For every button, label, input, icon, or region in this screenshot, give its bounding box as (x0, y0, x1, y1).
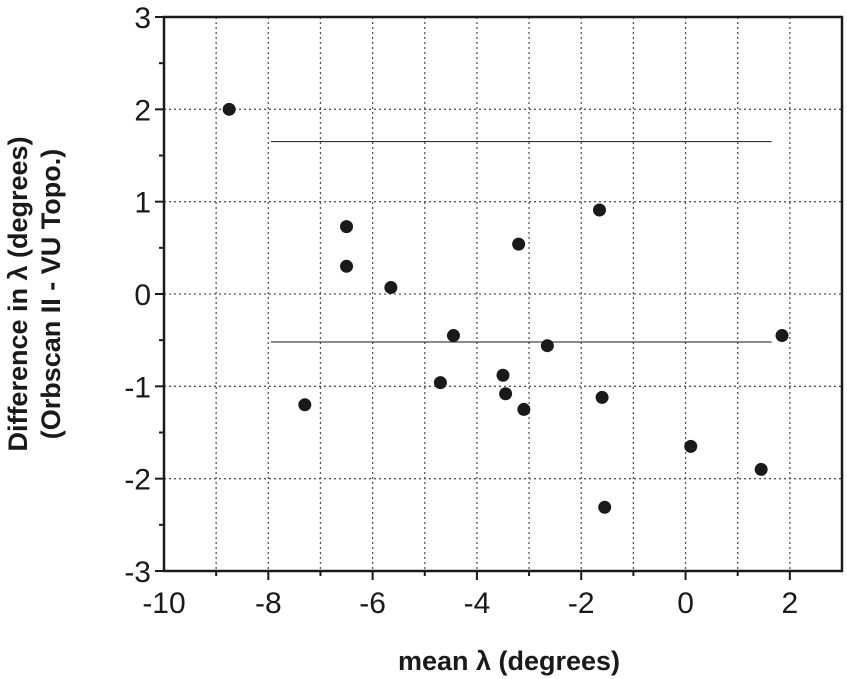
data-point (598, 500, 612, 514)
data-points (222, 102, 789, 514)
data-point (684, 439, 698, 453)
data-point (512, 237, 526, 251)
x-tick-label: 0 (677, 587, 694, 620)
x-tick-label: 2 (782, 587, 799, 620)
y-tick-labels: -3 -2 -1 0 1 2 3 (124, 2, 151, 589)
x-tick-label: -4 (464, 587, 491, 620)
data-point (540, 339, 554, 353)
data-point (775, 329, 789, 343)
x-tick-label: -10 (142, 587, 185, 620)
data-point (499, 387, 513, 401)
x-tick-label: -2 (568, 587, 595, 620)
data-point (754, 462, 768, 476)
y-tick-label: 2 (134, 94, 151, 127)
data-point (592, 203, 606, 217)
x-tick-label: -8 (255, 587, 282, 620)
x-axis-title: mean λ (degrees) (398, 646, 620, 676)
y-axis-title-line-1: Difference in λ (degrees) (3, 136, 33, 451)
y-tick-label: 0 (134, 279, 151, 312)
data-point (446, 329, 460, 343)
data-point (384, 281, 398, 295)
axis-ticks (155, 16, 791, 580)
y-axis-title-line-2: (Orbscan II - VU Topo.) (36, 149, 66, 440)
x-tick-labels: -10 -8 -6 -4 -2 0 2 (142, 587, 798, 620)
data-point (222, 102, 236, 116)
y-tick-label: -2 (124, 464, 151, 497)
y-tick-label: 3 (134, 2, 151, 35)
data-point (340, 259, 354, 273)
reference-lines (270, 141, 772, 343)
data-point (496, 368, 510, 382)
y-tick-label: 1 (134, 187, 151, 220)
data-point (517, 402, 531, 416)
y-tick-label: -3 (124, 556, 151, 589)
grid-lines (164, 17, 842, 571)
data-point (298, 398, 312, 412)
data-point (340, 220, 354, 234)
x-tick-label: -6 (359, 587, 386, 620)
data-point (595, 390, 609, 404)
data-point (433, 376, 447, 390)
y-axis-title: Difference in λ (degrees) (Orbscan II - … (3, 136, 66, 451)
y-tick-label: -1 (124, 371, 151, 404)
